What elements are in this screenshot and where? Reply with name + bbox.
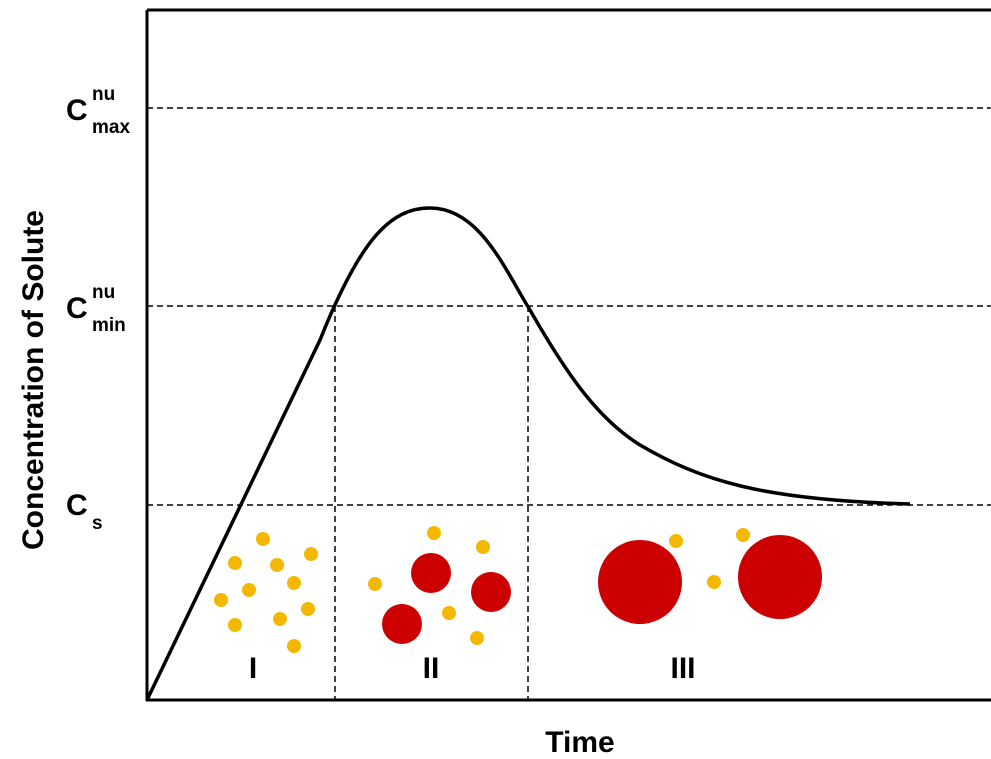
monomer	[287, 576, 301, 590]
monomer	[256, 532, 270, 546]
stage-label: II	[423, 652, 440, 685]
level-base: C	[66, 489, 88, 522]
x-axis-label: Time	[545, 726, 614, 759]
monomer	[270, 558, 284, 572]
nucleus	[471, 572, 511, 612]
grown-particle	[738, 535, 822, 619]
particles	[214, 526, 822, 653]
monomer	[368, 577, 382, 591]
y-axis-label: Concentration of Solute	[17, 210, 50, 550]
monomer	[214, 593, 228, 607]
monomer	[470, 631, 484, 645]
nucleus	[411, 553, 451, 593]
level-sub: min	[92, 315, 126, 336]
level-base: C	[66, 94, 88, 127]
monomer	[287, 639, 301, 653]
monomer	[669, 534, 683, 548]
level-sub: max	[92, 117, 130, 138]
nucleus	[382, 604, 422, 644]
stage-label: III	[670, 652, 695, 685]
monomer	[442, 606, 456, 620]
monomer	[476, 540, 490, 554]
monomer	[228, 618, 242, 632]
level-sub: s	[92, 513, 103, 534]
level-base: C	[66, 292, 88, 325]
level-sup: nu	[92, 84, 115, 105]
axes	[146, 10, 991, 701]
monomer	[304, 547, 318, 561]
guides	[147, 108, 991, 700]
monomer	[242, 583, 256, 597]
monomer	[273, 612, 287, 626]
monomer	[736, 528, 750, 542]
grown-particle	[598, 540, 682, 624]
level-sup: nu	[92, 282, 115, 303]
monomer	[228, 556, 242, 570]
page: C nu max C nu min C s Concentration of S…	[0, 0, 991, 759]
monomer	[301, 602, 315, 616]
stage-label: I	[249, 652, 257, 685]
diagram: C nu max C nu min C s Concentration of S…	[0, 0, 991, 759]
monomer	[427, 526, 441, 540]
monomer	[707, 575, 721, 589]
